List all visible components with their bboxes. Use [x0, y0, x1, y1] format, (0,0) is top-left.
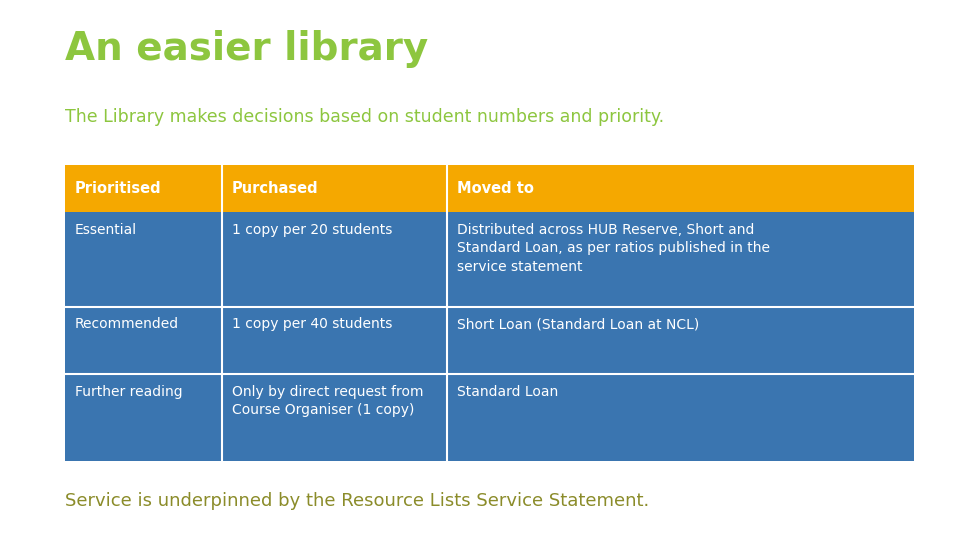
- Text: Prioritised: Prioritised: [75, 181, 161, 196]
- Text: An easier library: An easier library: [65, 30, 428, 68]
- Text: Recommended: Recommended: [75, 318, 179, 332]
- Bar: [65, 374, 223, 461]
- Bar: [223, 212, 447, 307]
- Text: The Library makes decisions based on student numbers and priority.: The Library makes decisions based on stu…: [65, 108, 664, 126]
- Bar: [65, 307, 223, 374]
- Text: 1 copy per 40 students: 1 copy per 40 students: [231, 318, 392, 332]
- Text: Only by direct request from
Course Organiser (1 copy): Only by direct request from Course Organ…: [231, 385, 423, 417]
- Bar: [223, 307, 447, 374]
- Bar: [447, 165, 914, 212]
- Text: Purchased: Purchased: [231, 181, 318, 196]
- Text: 1 copy per 20 students: 1 copy per 20 students: [231, 223, 392, 237]
- Text: Distributed across HUB Reserve, Short and
Standard Loan, as per ratios published: Distributed across HUB Reserve, Short an…: [457, 223, 770, 274]
- Text: Further reading: Further reading: [75, 385, 182, 399]
- Text: Moved to: Moved to: [457, 181, 534, 196]
- Bar: [447, 374, 914, 461]
- Bar: [65, 165, 223, 212]
- Text: Service is underpinned by the Resource Lists Service Statement.: Service is underpinned by the Resource L…: [65, 492, 650, 510]
- Bar: [223, 165, 447, 212]
- Bar: [447, 212, 914, 307]
- Bar: [223, 374, 447, 461]
- Text: Short Loan (Standard Loan at NCL): Short Loan (Standard Loan at NCL): [457, 318, 699, 332]
- Text: Standard Loan: Standard Loan: [457, 385, 558, 399]
- Bar: [447, 307, 914, 374]
- Text: Essential: Essential: [75, 223, 136, 237]
- Bar: [65, 212, 223, 307]
